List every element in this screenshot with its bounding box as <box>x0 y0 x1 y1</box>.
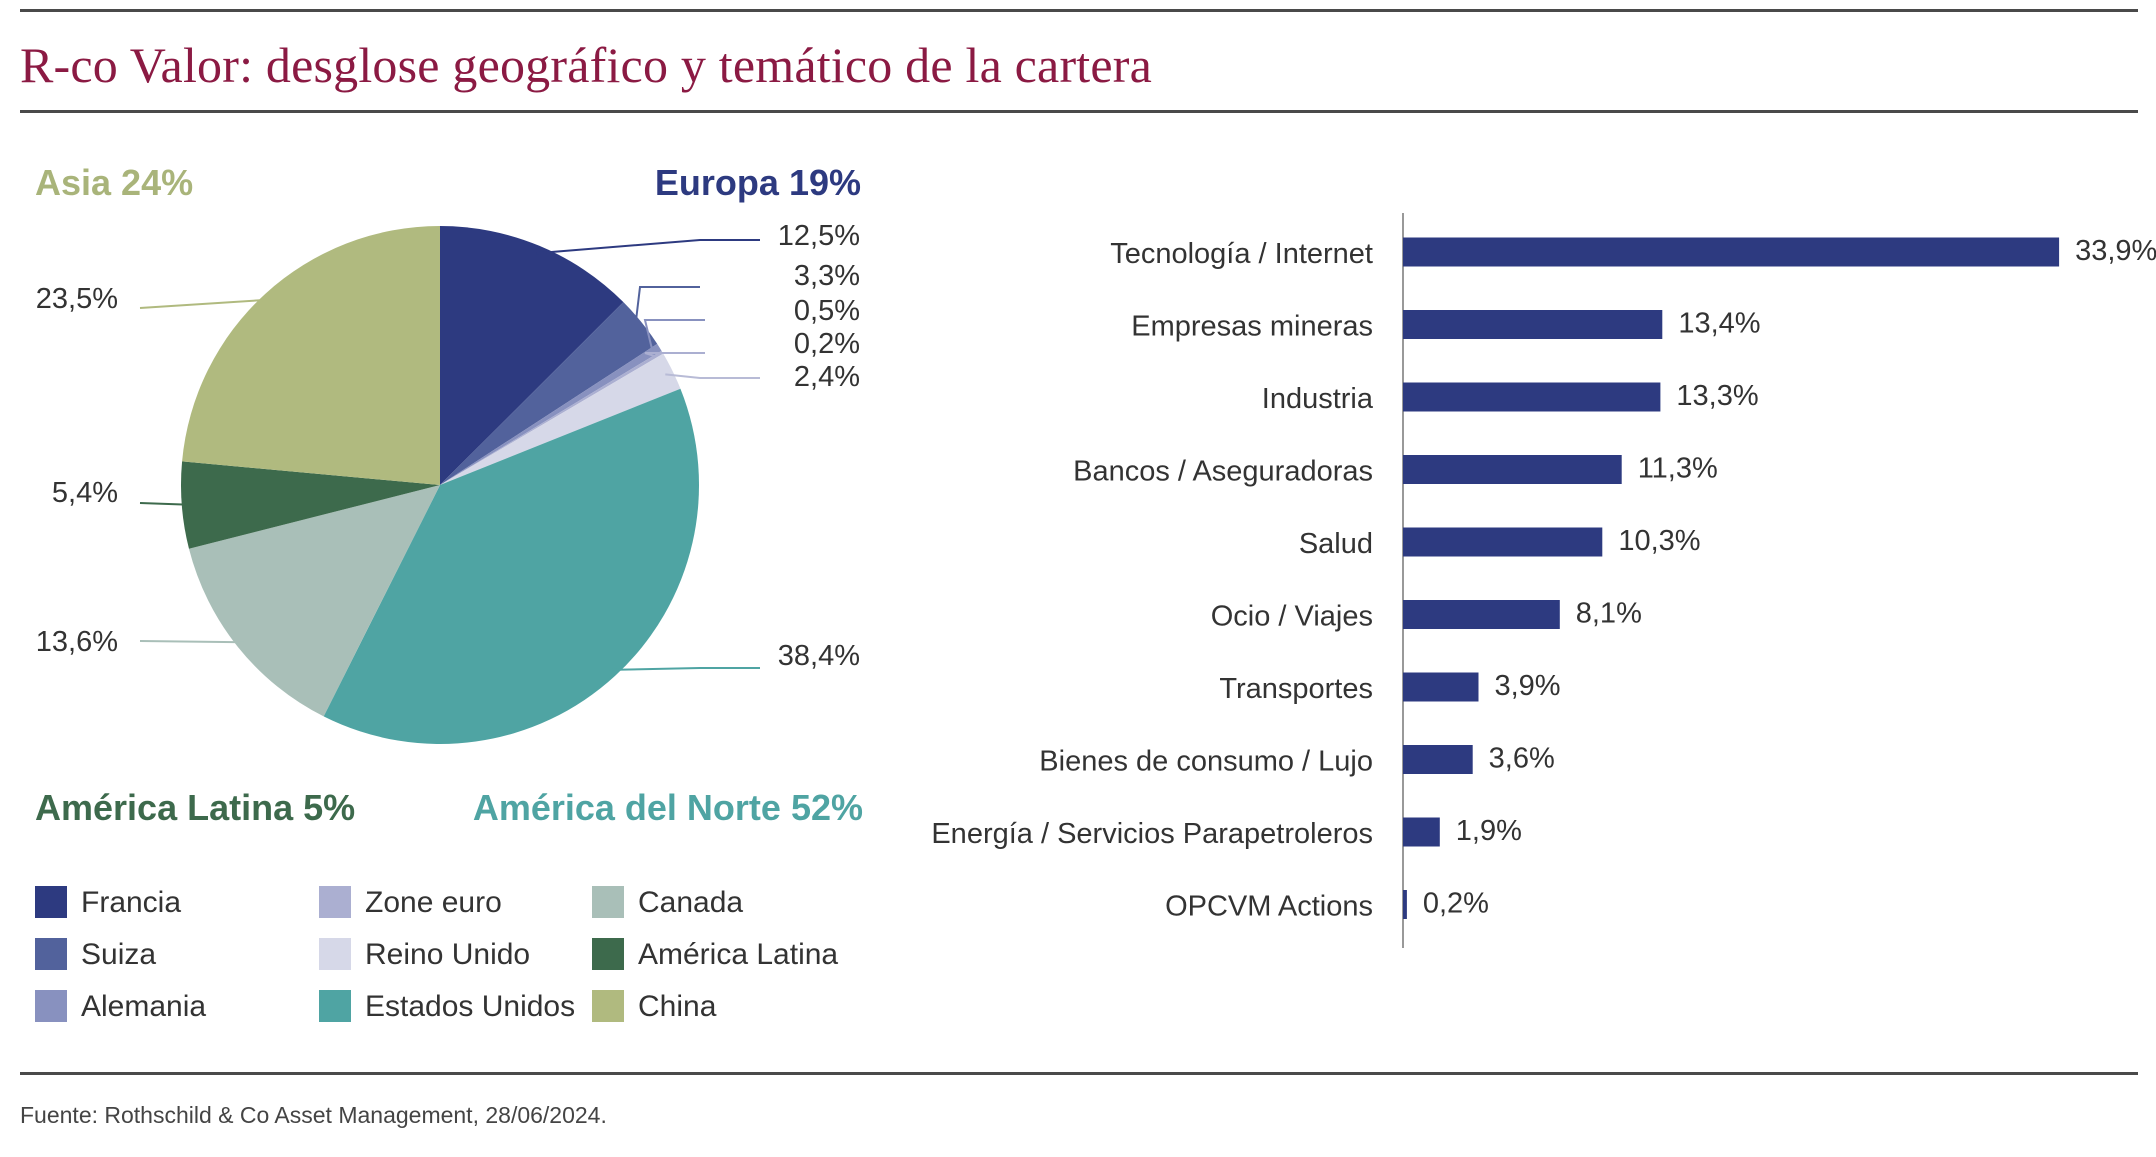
pie-slice-america-latina <box>181 461 441 549</box>
bar-value-energia-servicios-parapetroleros: 1,9% <box>1456 815 1522 847</box>
legend-swatch-alemania <box>35 990 67 1022</box>
pie-leader-zone-euro <box>644 352 705 358</box>
pie-label-zone-euro: 0,2% <box>794 328 860 360</box>
region-label-asia: Asia 24% <box>35 162 193 203</box>
pie-label-estados-unidos: 38,4% <box>778 640 860 672</box>
bar-value-bienes-de-consumo-lujo: 3,6% <box>1489 743 1555 775</box>
bar-value-industria: 13,3% <box>1676 380 1758 412</box>
bar-value-tecnologia-internet: 33,9% <box>2075 235 2156 267</box>
page-title: R-co Valor: desglose geográfico y temáti… <box>20 37 1153 93</box>
region-label-europa: Europa 19% <box>655 162 861 203</box>
pie-label-china: 23,5% <box>36 283 118 315</box>
pie-slice-canada <box>188 485 440 717</box>
bar-value-bancos-aseguradoras: 11,3% <box>1638 453 1718 485</box>
pie-leader-china <box>139 298 271 309</box>
pie-label-reino-unido: 2,4% <box>794 361 860 393</box>
legend-swatch-canada <box>592 886 624 918</box>
pie-leader-canada <box>139 640 245 644</box>
bar-value-ocio-viajes: 8,1% <box>1576 598 1642 630</box>
source-note: Fuente: Rothschild & Co Asset Management… <box>20 1102 607 1128</box>
pie-slice-alemania <box>440 343 662 485</box>
bar-value-opcvm-actions: 0,2% <box>1423 888 1489 920</box>
bar-bancos-aseguradoras <box>1403 455 1622 484</box>
bar-transportes <box>1403 672 1479 702</box>
legend-label-zone-euro: Zone euro <box>365 886 502 919</box>
bar-value-empresas-mineras: 13,4% <box>1678 308 1760 340</box>
bar-category-industria: Industria <box>1262 383 1374 415</box>
pie-label-francia: 12,5% <box>778 220 860 252</box>
bar-category-ocio-viajes: Ocio / Viajes <box>1211 601 1373 633</box>
legend-label-francia: Francia <box>81 886 181 919</box>
bar-category-salud: Salud <box>1299 528 1373 560</box>
legend-swatch-estados-unidos <box>319 990 351 1022</box>
bar-value-salud: 10,3% <box>1618 525 1700 557</box>
pie-label-america-latina: 5,4% <box>52 477 118 509</box>
bar-category-energia-servicios-parapetroleros: Energía / Servicios Parapetroleros <box>931 818 1373 850</box>
pie-leader-reino-unido <box>665 373 760 379</box>
legend-swatch-reino-unido <box>319 938 351 970</box>
pie-leader-america-latina <box>139 502 190 506</box>
pie-label-alemania: 0,5% <box>794 295 860 327</box>
chart-figure: 12,5%3,3%0,5%0,2%2,4%38,4%13,6%5,4%23,5%… <box>35 162 2156 1023</box>
bar-category-empresas-mineras: Empresas mineras <box>1131 311 1373 343</box>
pie-leader-alemania <box>643 319 705 352</box>
bottom-rule <box>20 1072 2138 1075</box>
pie-label-suiza: 3,3% <box>794 260 860 292</box>
bar-salud <box>1403 527 1603 557</box>
legend-swatch-suiza <box>35 938 67 970</box>
bar-empresas-mineras <box>1403 310 1663 339</box>
legend-swatch-america-latina <box>592 938 624 970</box>
pie-chart <box>181 226 700 745</box>
pie-slice-suiza <box>440 302 658 485</box>
pie-slice-estados-unidos <box>323 388 700 745</box>
bar-category-bienes-de-consumo-lujo: Bienes de consumo / Lujo <box>1039 746 1373 778</box>
bar-energia-servicios-parapetroleros <box>1403 817 1440 847</box>
bar-bienes-de-consumo-lujo <box>1403 745 1473 774</box>
top-rule <box>20 9 2138 12</box>
legend-label-china: China <box>638 990 717 1023</box>
bar-category-transportes: Transportes <box>1219 673 1373 705</box>
legend-swatch-francia <box>35 886 67 918</box>
legend-swatch-china <box>592 990 624 1022</box>
bar-category-tecnologia-internet: Tecnología / Internet <box>1110 238 1373 270</box>
pie-leader-lines <box>139 239 760 671</box>
bar-ocio-viajes <box>1403 600 1560 629</box>
bar-chart: Tecnología / Internet 33,9% Empresas miner… <box>931 213 2156 948</box>
pie-slice-reino-unido <box>440 353 681 485</box>
bar-category-bancos-aseguradoras: Bancos / Aseguradoras <box>1073 456 1373 488</box>
region-label-america-latina: América Latina 5% <box>35 787 355 828</box>
pie-slice-china <box>182 226 440 485</box>
pie-value-labels: 12,5% 3,3%0,5%0,2%2,4% 38,4% 13,6% 5,4% 23,5% <box>36 220 860 672</box>
legend-label-america-latina: América Latina <box>638 938 838 971</box>
bar-category-opcvm-actions: OPCVM Actions <box>1165 891 1373 923</box>
pie-slice-francia <box>440 226 624 485</box>
bar-industria <box>1403 382 1661 412</box>
bar-value-transportes: 3,9% <box>1494 670 1560 702</box>
title-rule <box>20 110 2138 113</box>
pie-leader-suiza <box>634 286 700 328</box>
pie-legend: Francia Suiza Alemania Zone euro Reino Unido… <box>35 886 838 1023</box>
pie-leader-francia <box>536 239 760 255</box>
pie-label-canada: 13,6% <box>36 626 118 658</box>
bar-tecnologia-internet <box>1403 237 2060 267</box>
region-label-america-del-norte: América del Norte 52% <box>473 787 863 828</box>
pie-leader-estados-unidos <box>609 667 760 671</box>
legend-label-reino-unido: Reino Unido <box>365 938 530 971</box>
pie-slice-zone-euro <box>440 350 664 485</box>
region-labels: Europa 19% Asia 24% América Latina 5% Améri… <box>35 162 863 828</box>
legend-label-alemania: Alemania <box>81 990 206 1023</box>
bar-opcvm-actions <box>1403 890 1407 919</box>
legend-swatch-zone-euro <box>319 886 351 918</box>
legend-label-estados-unidos: Estados Unidos <box>365 990 575 1023</box>
legend-label-canada: Canada <box>638 886 743 919</box>
legend-label-suiza: Suiza <box>81 938 156 971</box>
